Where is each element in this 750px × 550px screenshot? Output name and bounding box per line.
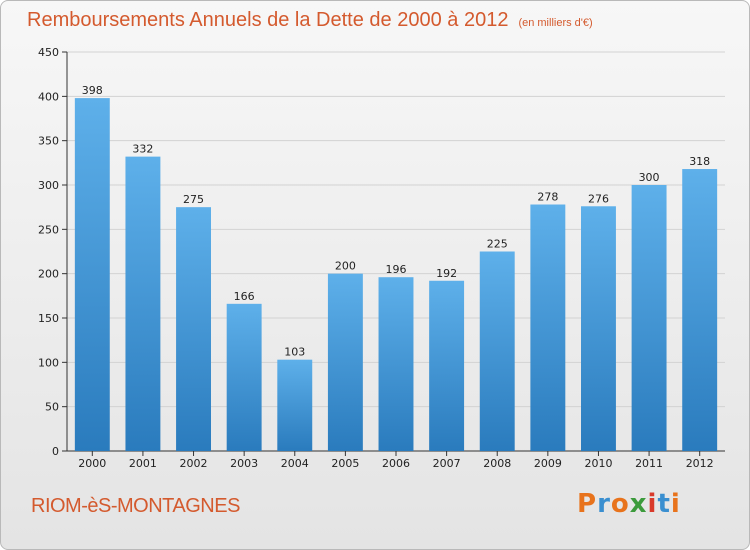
x-tick-label: 2006 xyxy=(382,457,410,470)
x-tick-label: 2003 xyxy=(230,457,258,470)
bar-2008 xyxy=(479,251,515,451)
x-tick-label: 2002 xyxy=(180,457,208,470)
data-label-2012: 318 xyxy=(689,155,710,168)
commune-name: RIOM-èS-MONTAGNES xyxy=(31,495,240,517)
y-tick-label: 200 xyxy=(38,268,59,281)
y-tick-label: 350 xyxy=(38,135,59,148)
x-tick-label: 2008 xyxy=(483,457,511,470)
y-tick-label: 50 xyxy=(45,401,59,414)
logo-letter: t xyxy=(657,489,671,519)
bar-2005 xyxy=(327,273,363,451)
chart-title-text: Remboursements Annuels de la Dette de 20… xyxy=(27,9,509,31)
logo-letter: r xyxy=(597,489,611,519)
chart-subtitle: (en milliers d'€) xyxy=(518,17,593,29)
data-label-2009: 278 xyxy=(537,191,558,204)
x-tick-label: 2000 xyxy=(78,457,106,470)
bar-2000 xyxy=(74,98,110,452)
x-tick-label: 2012 xyxy=(686,457,714,470)
logo-letter: P xyxy=(577,489,598,519)
data-label-2005: 200 xyxy=(335,260,356,273)
y-tick-label: 450 xyxy=(38,46,59,59)
bar-2010 xyxy=(580,206,616,451)
x-tick-label: 2005 xyxy=(331,457,359,470)
data-label-2010: 276 xyxy=(588,192,609,205)
bar-2003 xyxy=(226,303,262,451)
bar-2012 xyxy=(682,169,718,452)
data-label-2011: 300 xyxy=(639,171,660,184)
bar-2001 xyxy=(125,156,161,452)
proxiti-logo[interactable]: Proxiti xyxy=(577,489,681,519)
chart-title: Remboursements Annuels de la Dette de 20… xyxy=(27,9,593,32)
x-tick-label: 2001 xyxy=(129,457,157,470)
logo-letter: x xyxy=(629,489,648,519)
labels: 398 332 275 166 103 200 196 192 225 278 276 300 318 xyxy=(82,84,710,359)
bar-2006 xyxy=(378,277,414,451)
x-tick-label: 2004 xyxy=(281,457,309,470)
y-tick-label: 100 xyxy=(38,356,59,369)
data-label-2006: 196 xyxy=(386,263,407,276)
logo-letter: i xyxy=(670,489,681,519)
data-label-2002: 275 xyxy=(183,193,204,206)
logo-letter: i xyxy=(647,489,658,519)
bar-2009 xyxy=(530,204,566,451)
x-tick-label: 2010 xyxy=(584,457,612,470)
data-label-2008: 225 xyxy=(487,238,508,251)
data-label-2007: 192 xyxy=(436,267,457,280)
data-label-2001: 332 xyxy=(132,143,153,156)
x-tick-label: 2011 xyxy=(635,457,663,470)
data-label-2003: 166 xyxy=(234,290,255,303)
data-label-2004: 103 xyxy=(284,346,305,359)
bar-2007 xyxy=(429,280,465,451)
y-tick-label: 150 xyxy=(38,312,59,325)
y-tick-label: 0 xyxy=(52,445,59,458)
bars xyxy=(74,98,718,452)
bar-2011 xyxy=(631,185,667,451)
data-label-2000: 398 xyxy=(82,84,103,97)
logo-letter: o xyxy=(610,489,630,519)
bar-2004 xyxy=(277,359,313,451)
y-tick-label: 250 xyxy=(38,223,59,236)
y-tick-label: 300 xyxy=(38,179,59,192)
bar-2002 xyxy=(176,207,212,451)
x-tick-label: 2007 xyxy=(433,457,461,470)
y-tick-label: 400 xyxy=(38,90,59,103)
x-tick-label: 2009 xyxy=(534,457,562,470)
